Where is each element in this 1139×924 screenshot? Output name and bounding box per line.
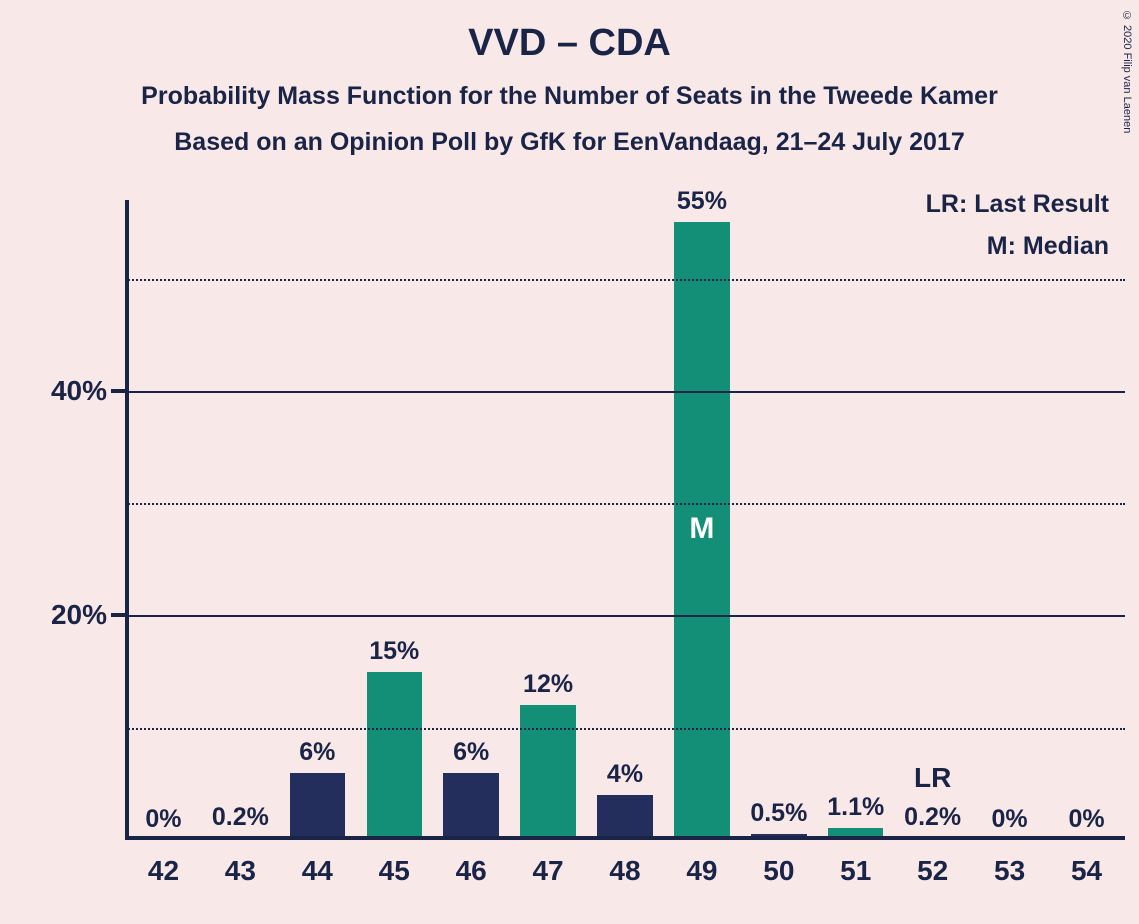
x-tick-label: 47 [510, 855, 587, 887]
x-tick-label: 50 [740, 855, 817, 887]
chart-subtitle-1: Probability Mass Function for the Number… [0, 82, 1139, 111]
y-axis [125, 200, 129, 840]
bar-value-label: 4% [607, 760, 643, 789]
bar: 6% [290, 773, 345, 840]
chart-subtitle-2: Based on an Opinion Poll by GfK for EenV… [0, 128, 1139, 157]
bar: 4% [597, 795, 652, 840]
x-tick-label: 48 [587, 855, 664, 887]
x-tick-label: 49 [663, 855, 740, 887]
x-axis [125, 836, 1125, 840]
bar-value-label: 6% [299, 738, 335, 767]
y-tick-label: 20% [51, 599, 125, 631]
x-tick-label: 51 [817, 855, 894, 887]
bar: 15% [367, 672, 422, 840]
bar-value-label: 0.2% [212, 803, 269, 832]
bar-slot: 15% [356, 672, 433, 840]
x-tick-label: 44 [279, 855, 356, 887]
bar-slot: 6% [279, 773, 356, 840]
bar-value-label: 0% [1068, 805, 1104, 834]
bar-slot: 4% [587, 795, 664, 840]
chart-container: © 2020 Filip van Laenen VVD – CDA Probab… [0, 0, 1139, 924]
x-tick-label: 53 [971, 855, 1048, 887]
bar-slot: 6% [433, 773, 510, 840]
x-tick-label: 46 [433, 855, 510, 887]
bar-value-label: 6% [453, 738, 489, 767]
chart-title: VVD – CDA [0, 22, 1139, 65]
x-tick-label: 42 [125, 855, 202, 887]
bar: 55%M [674, 222, 729, 840]
bar-value-label: 0% [992, 805, 1028, 834]
bar-value-label: 0% [145, 805, 181, 834]
grid-line-minor [125, 279, 1125, 281]
x-tick-label: 54 [1048, 855, 1125, 887]
bars-row: 0% 0.2% 6% 15% 6% 12% 4% 55%M 0.5% 1.1% LR 0.2% 0% 0% [125, 200, 1125, 840]
bar-value-label: 0.5% [750, 799, 807, 828]
median-marker: M [689, 512, 714, 546]
bar-value-label: 55% [677, 187, 727, 216]
plot-area: 0%0.2%6%15%6%12%4%55%M0.5%1.1%LR0.2%0%0%… [125, 200, 1125, 840]
x-tick-label: 45 [356, 855, 433, 887]
grid-line-major [125, 391, 1125, 393]
last-result-marker: LR [914, 762, 951, 794]
x-labels-row: 42434445464748495051525354 [125, 855, 1125, 887]
bar-slot: 55%M [663, 222, 740, 840]
grid-line-minor [125, 503, 1125, 505]
bar: 12% [520, 705, 575, 840]
bar: 6% [443, 773, 498, 840]
bar-slot: 12% [510, 705, 587, 840]
x-tick-label: 52 [894, 855, 971, 887]
bar-value-label: 12% [523, 670, 573, 699]
bar-value-label: 0.2% [904, 803, 961, 832]
x-tick-label: 43 [202, 855, 279, 887]
bar-value-label: 15% [369, 637, 419, 666]
y-tick-label: 40% [51, 375, 125, 407]
grid-line-minor [125, 728, 1125, 730]
bar-value-label: 1.1% [827, 793, 884, 822]
grid-line-major [125, 615, 1125, 617]
